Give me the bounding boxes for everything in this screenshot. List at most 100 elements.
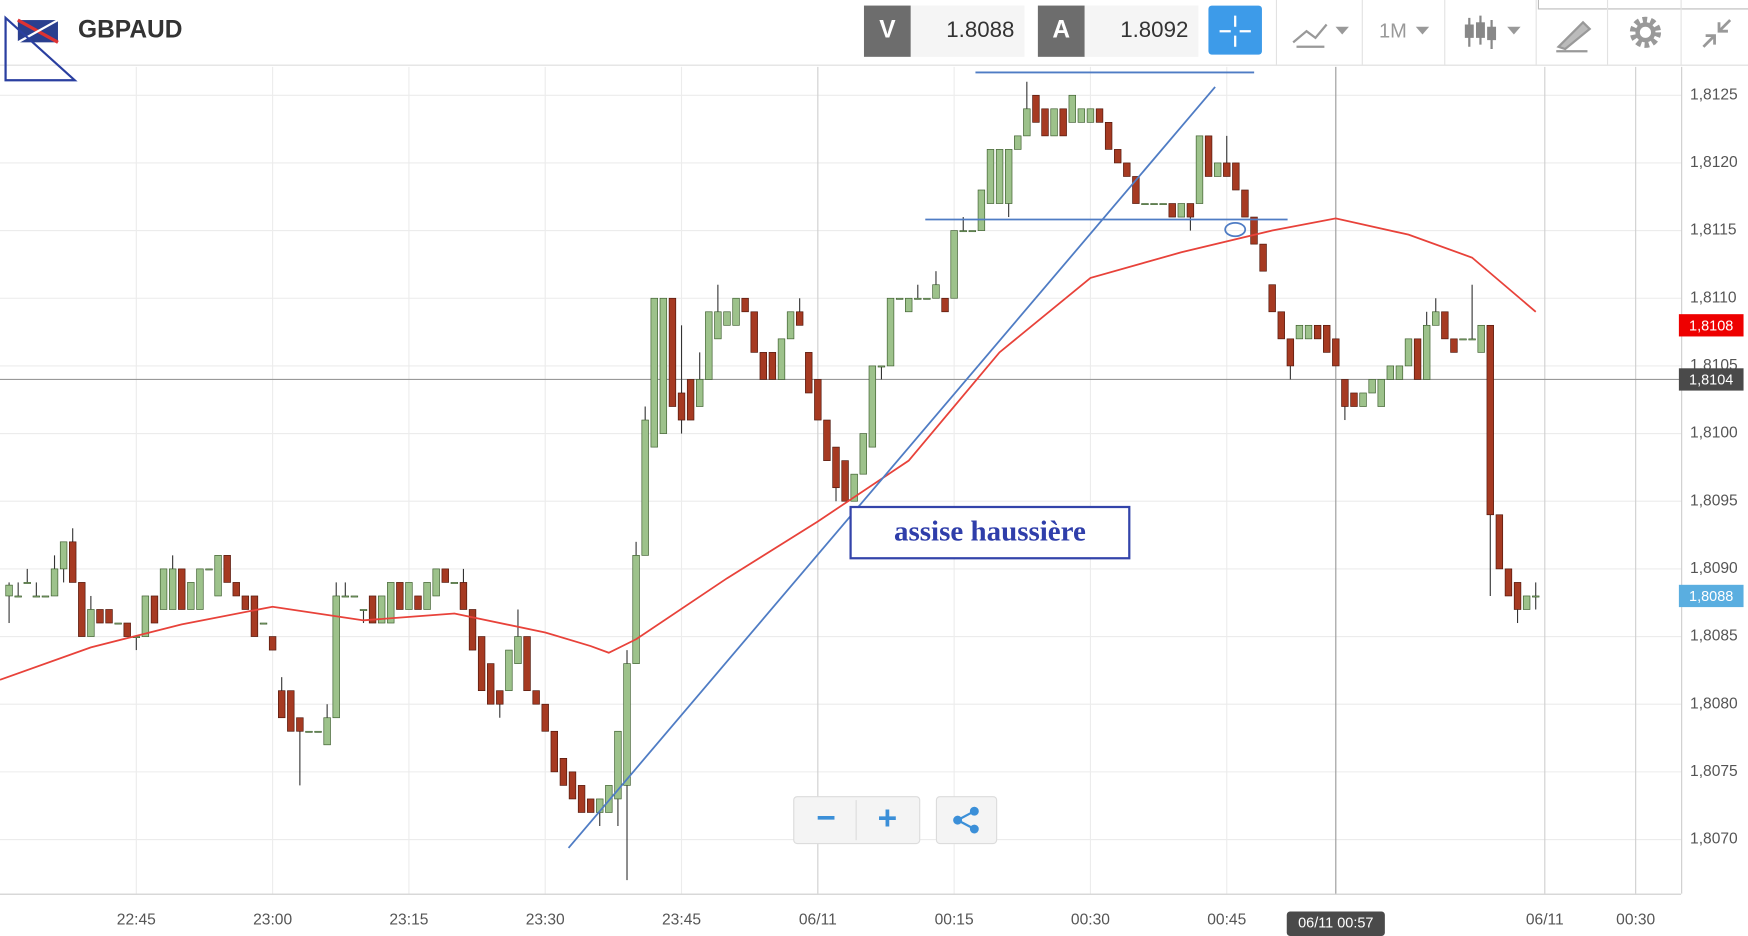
candle-body xyxy=(696,379,704,407)
candle-body xyxy=(1141,203,1149,205)
candle-body xyxy=(250,595,259,637)
candle-body xyxy=(577,785,586,813)
x-tick-label: 00:45 xyxy=(1207,912,1246,929)
candle-body xyxy=(1422,324,1431,380)
crosshair-icon xyxy=(1219,15,1251,47)
candle-body xyxy=(1459,338,1467,341)
candle-body xyxy=(1386,365,1395,380)
candle-body xyxy=(114,622,122,625)
candle-body xyxy=(977,189,986,231)
candle-body xyxy=(1004,149,1013,204)
candle-body xyxy=(123,622,131,637)
candle-body xyxy=(768,352,777,380)
candle-body xyxy=(550,730,558,773)
trend-line xyxy=(567,86,1216,849)
plot-area: 1,8070 1,8075 1,8080 1,8085 1,8090 1,8095 1,81… xyxy=(0,66,1744,936)
crosshair-button-bg xyxy=(1208,5,1262,55)
candle-body xyxy=(932,284,940,299)
tooltip-edge xyxy=(1537,0,1748,10)
candle-body xyxy=(905,297,913,313)
candle-body xyxy=(814,379,822,421)
candle-body xyxy=(777,338,786,380)
crosshair-button[interactable] xyxy=(1208,5,1262,55)
candle-body xyxy=(1277,311,1285,340)
zoom-out-button[interactable]: − xyxy=(816,800,836,837)
crosshair-x-label: 06/11 00:57 xyxy=(1298,916,1373,932)
candle-body xyxy=(568,771,577,800)
candle-body xyxy=(1232,162,1240,191)
candle-body xyxy=(1177,203,1186,218)
candle-body xyxy=(1441,311,1449,340)
draw-tool-button[interactable] xyxy=(1556,20,1592,53)
zoom-in-button[interactable]: + xyxy=(878,800,898,837)
candle-body xyxy=(1341,379,1349,407)
settings-button[interactable] xyxy=(1629,16,1662,48)
candle-body xyxy=(995,149,1004,204)
candle-body xyxy=(850,473,858,502)
candle-body xyxy=(1213,162,1222,177)
candle-body xyxy=(1259,243,1267,272)
candle-body xyxy=(196,568,204,610)
y-tick-label: 1,8100 xyxy=(1690,425,1738,442)
price-label: 1,8108 xyxy=(1689,318,1733,334)
candle-body xyxy=(805,352,813,394)
crosshair-y-label: 1,8104 xyxy=(1689,372,1733,388)
candle-body xyxy=(541,703,549,732)
candle-body xyxy=(477,636,486,692)
candle-body xyxy=(1186,203,1195,218)
candle-body xyxy=(650,297,658,448)
dropdown-arrow xyxy=(1335,26,1349,35)
candle-body xyxy=(941,297,949,313)
crosshair-x-box xyxy=(1286,911,1385,936)
candle-body xyxy=(1132,176,1140,204)
candle-body xyxy=(1323,324,1331,353)
candle-body xyxy=(1223,162,1231,177)
candle-body xyxy=(1304,324,1313,340)
candle-body xyxy=(632,555,640,664)
collapse-button[interactable] xyxy=(1702,19,1732,48)
candle-body xyxy=(1114,149,1122,164)
candle-icon xyxy=(1475,22,1485,38)
candle-body xyxy=(723,311,731,326)
sell-price: 1.8088 xyxy=(946,17,1014,42)
candle-body xyxy=(69,541,77,583)
x-tick-label: 06/11 xyxy=(799,912,837,929)
candle-body xyxy=(1504,568,1513,597)
candle-body xyxy=(32,595,41,598)
candle-body xyxy=(150,595,159,624)
timeframe-button[interactable]: 1M xyxy=(1379,21,1407,43)
share-button[interactable] xyxy=(935,796,998,845)
candle-body xyxy=(1023,108,1031,137)
candle-body xyxy=(750,311,758,353)
candle-body xyxy=(1468,338,1476,341)
candle-body xyxy=(459,582,468,610)
annotation: assise haussière xyxy=(894,515,1086,547)
x-tick-label: 23:45 xyxy=(662,912,701,929)
price-label-box xyxy=(1678,314,1744,337)
y-tick-label: 1,8125 xyxy=(1690,86,1738,103)
chart-type-button[interactable] xyxy=(1292,23,1328,48)
candle-body xyxy=(241,595,250,610)
candle-body xyxy=(614,730,622,800)
flag-icon xyxy=(4,15,78,82)
candle-body xyxy=(641,419,649,556)
candle-body xyxy=(859,433,867,475)
dropdown-arrow xyxy=(1415,26,1430,35)
candle-body xyxy=(1450,338,1458,353)
symbol: GBPAUD xyxy=(78,17,182,44)
share-icon xyxy=(969,806,979,816)
buy-price-box[interactable] xyxy=(1084,5,1199,57)
sell-tag-box[interactable] xyxy=(863,5,911,57)
share-icon xyxy=(953,815,963,825)
flag-outline xyxy=(4,15,78,82)
candle-body xyxy=(23,582,31,584)
candle-body xyxy=(1059,108,1067,137)
candle-body xyxy=(1050,108,1058,137)
candle-body xyxy=(496,690,504,705)
sell-price-box[interactable] xyxy=(910,5,1025,57)
buy-tag-box[interactable] xyxy=(1037,5,1085,57)
x-tick-label: 00:15 xyxy=(935,912,974,929)
x-tick-label: 23:15 xyxy=(389,912,428,929)
candle-body xyxy=(1250,216,1258,245)
